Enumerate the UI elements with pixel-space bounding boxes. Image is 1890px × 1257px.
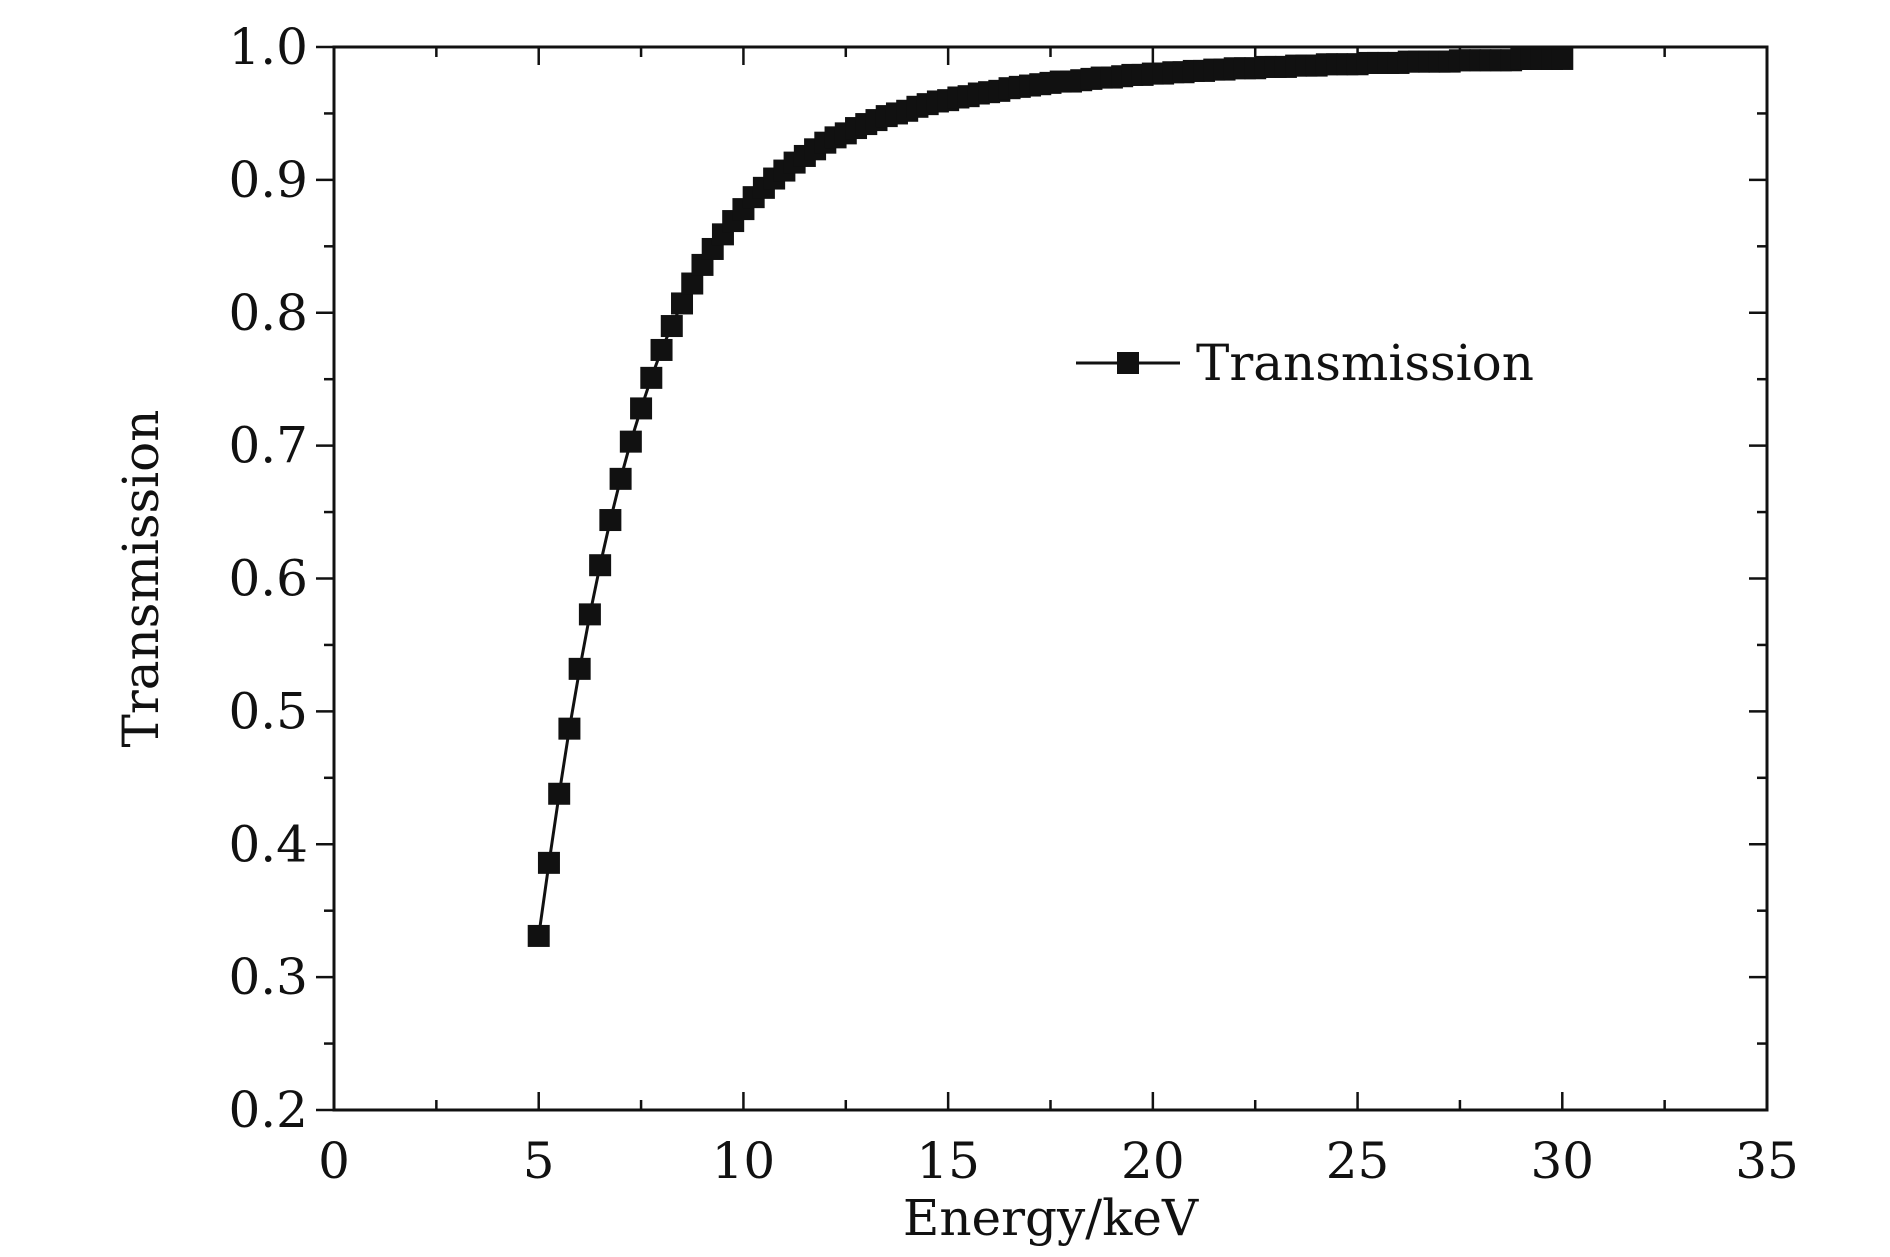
ticks: 0 5 10 15 20 25 30 35 0.2 0.3 0.4 0.5 0.6 0.7 0.8 0.9 1.… xyxy=(228,18,1798,1190)
y-tick-label: 0.6 xyxy=(228,550,308,608)
axes xyxy=(332,45,1769,1112)
x-tick-label: 5 xyxy=(523,1132,555,1190)
data-point xyxy=(568,657,591,680)
data-point xyxy=(527,924,550,947)
y-tick-label: 0.2 xyxy=(228,1081,308,1139)
legend: Transmission xyxy=(1076,334,1534,392)
data-point xyxy=(578,603,601,626)
data-point xyxy=(548,782,571,805)
data-point xyxy=(609,467,632,490)
data-point xyxy=(671,292,694,315)
y-tick-label: 0.7 xyxy=(228,417,308,475)
data-point xyxy=(650,338,673,361)
y-tick-label: 0.4 xyxy=(228,815,308,873)
plot-frame xyxy=(332,45,1769,1112)
data-point xyxy=(558,717,581,740)
data-point xyxy=(537,851,560,874)
y-tick-label: 0.3 xyxy=(228,948,308,1006)
x-tick-label: 25 xyxy=(1326,1132,1390,1190)
data-point xyxy=(1551,47,1574,70)
legend-marker xyxy=(1117,352,1139,374)
data-point xyxy=(660,315,683,338)
x-tick-label: 35 xyxy=(1735,1132,1799,1190)
series-line xyxy=(537,57,1563,937)
legend-label: Transmission xyxy=(1196,334,1534,392)
x-axis-title: Energy/keV xyxy=(903,1189,1199,1247)
y-tick-label: 0.8 xyxy=(228,284,308,342)
data-point xyxy=(619,430,642,453)
y-tick-label: 0.5 xyxy=(228,682,308,740)
x-tick-label: 10 xyxy=(712,1132,776,1190)
y-tick-label: 1.0 xyxy=(228,18,308,76)
x-tick-label: 20 xyxy=(1121,1132,1185,1190)
y-axis-title: Transmission xyxy=(112,410,170,748)
x-tick-label: 15 xyxy=(916,1132,980,1190)
y-tick-label: 0.9 xyxy=(228,151,308,209)
data-point xyxy=(630,397,653,420)
x-tick-label: 0 xyxy=(318,1132,350,1190)
data-point xyxy=(599,509,622,532)
data-point xyxy=(681,272,704,295)
series-transmission xyxy=(527,47,1574,947)
x-tick-label: 30 xyxy=(1530,1132,1594,1190)
data-point xyxy=(589,554,612,577)
data-point xyxy=(640,366,663,389)
